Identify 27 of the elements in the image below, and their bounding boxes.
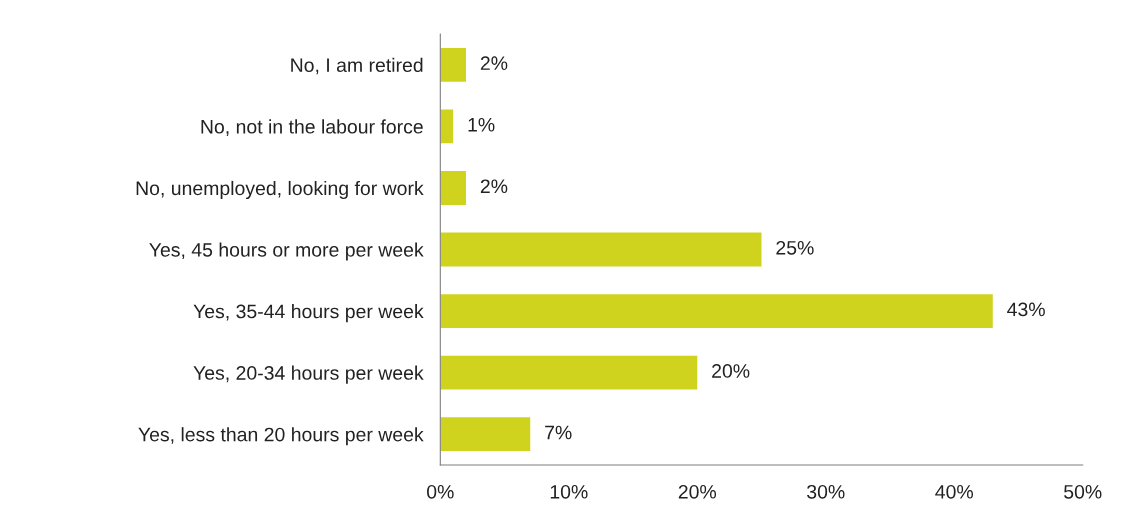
x-tick-label: 0% [427,484,454,499]
data-label: 7% [545,425,572,440]
y-tick-label: Yes, 35-44 hours per week [193,304,424,323]
x-tick-label: 20% [678,484,717,499]
y-tick-label: No, unemployed, looking for work [136,180,424,200]
bar [440,294,993,328]
bar [440,355,698,390]
y-tick-label: Yes, less than 20 hours per week [138,427,424,446]
x-tick-label: 30% [807,484,845,499]
data-label: 25% [776,240,814,255]
y-tick-label: Yes, 20-34 hours per week [193,365,424,384]
x-tick-label: 50% [1064,484,1102,499]
data-label: 2% [480,56,508,70]
y-tick-label: No, not in the labour force [201,119,423,136]
bar [440,109,454,144]
data-label: 2% [480,179,508,194]
x-tick-label: 10% [550,484,588,499]
bar [440,417,531,452]
x-tick-label: 40% [935,484,973,499]
bar [440,47,467,82]
data-label: 43% [1007,302,1045,317]
bar [440,232,762,267]
data-label: 1% [468,117,495,132]
y-tick-label: Yes, 45 hours or more per week [149,242,424,261]
data-label: 20% [712,364,750,378]
bar [440,171,467,205]
y-tick-label: No, I am retired [291,57,423,75]
